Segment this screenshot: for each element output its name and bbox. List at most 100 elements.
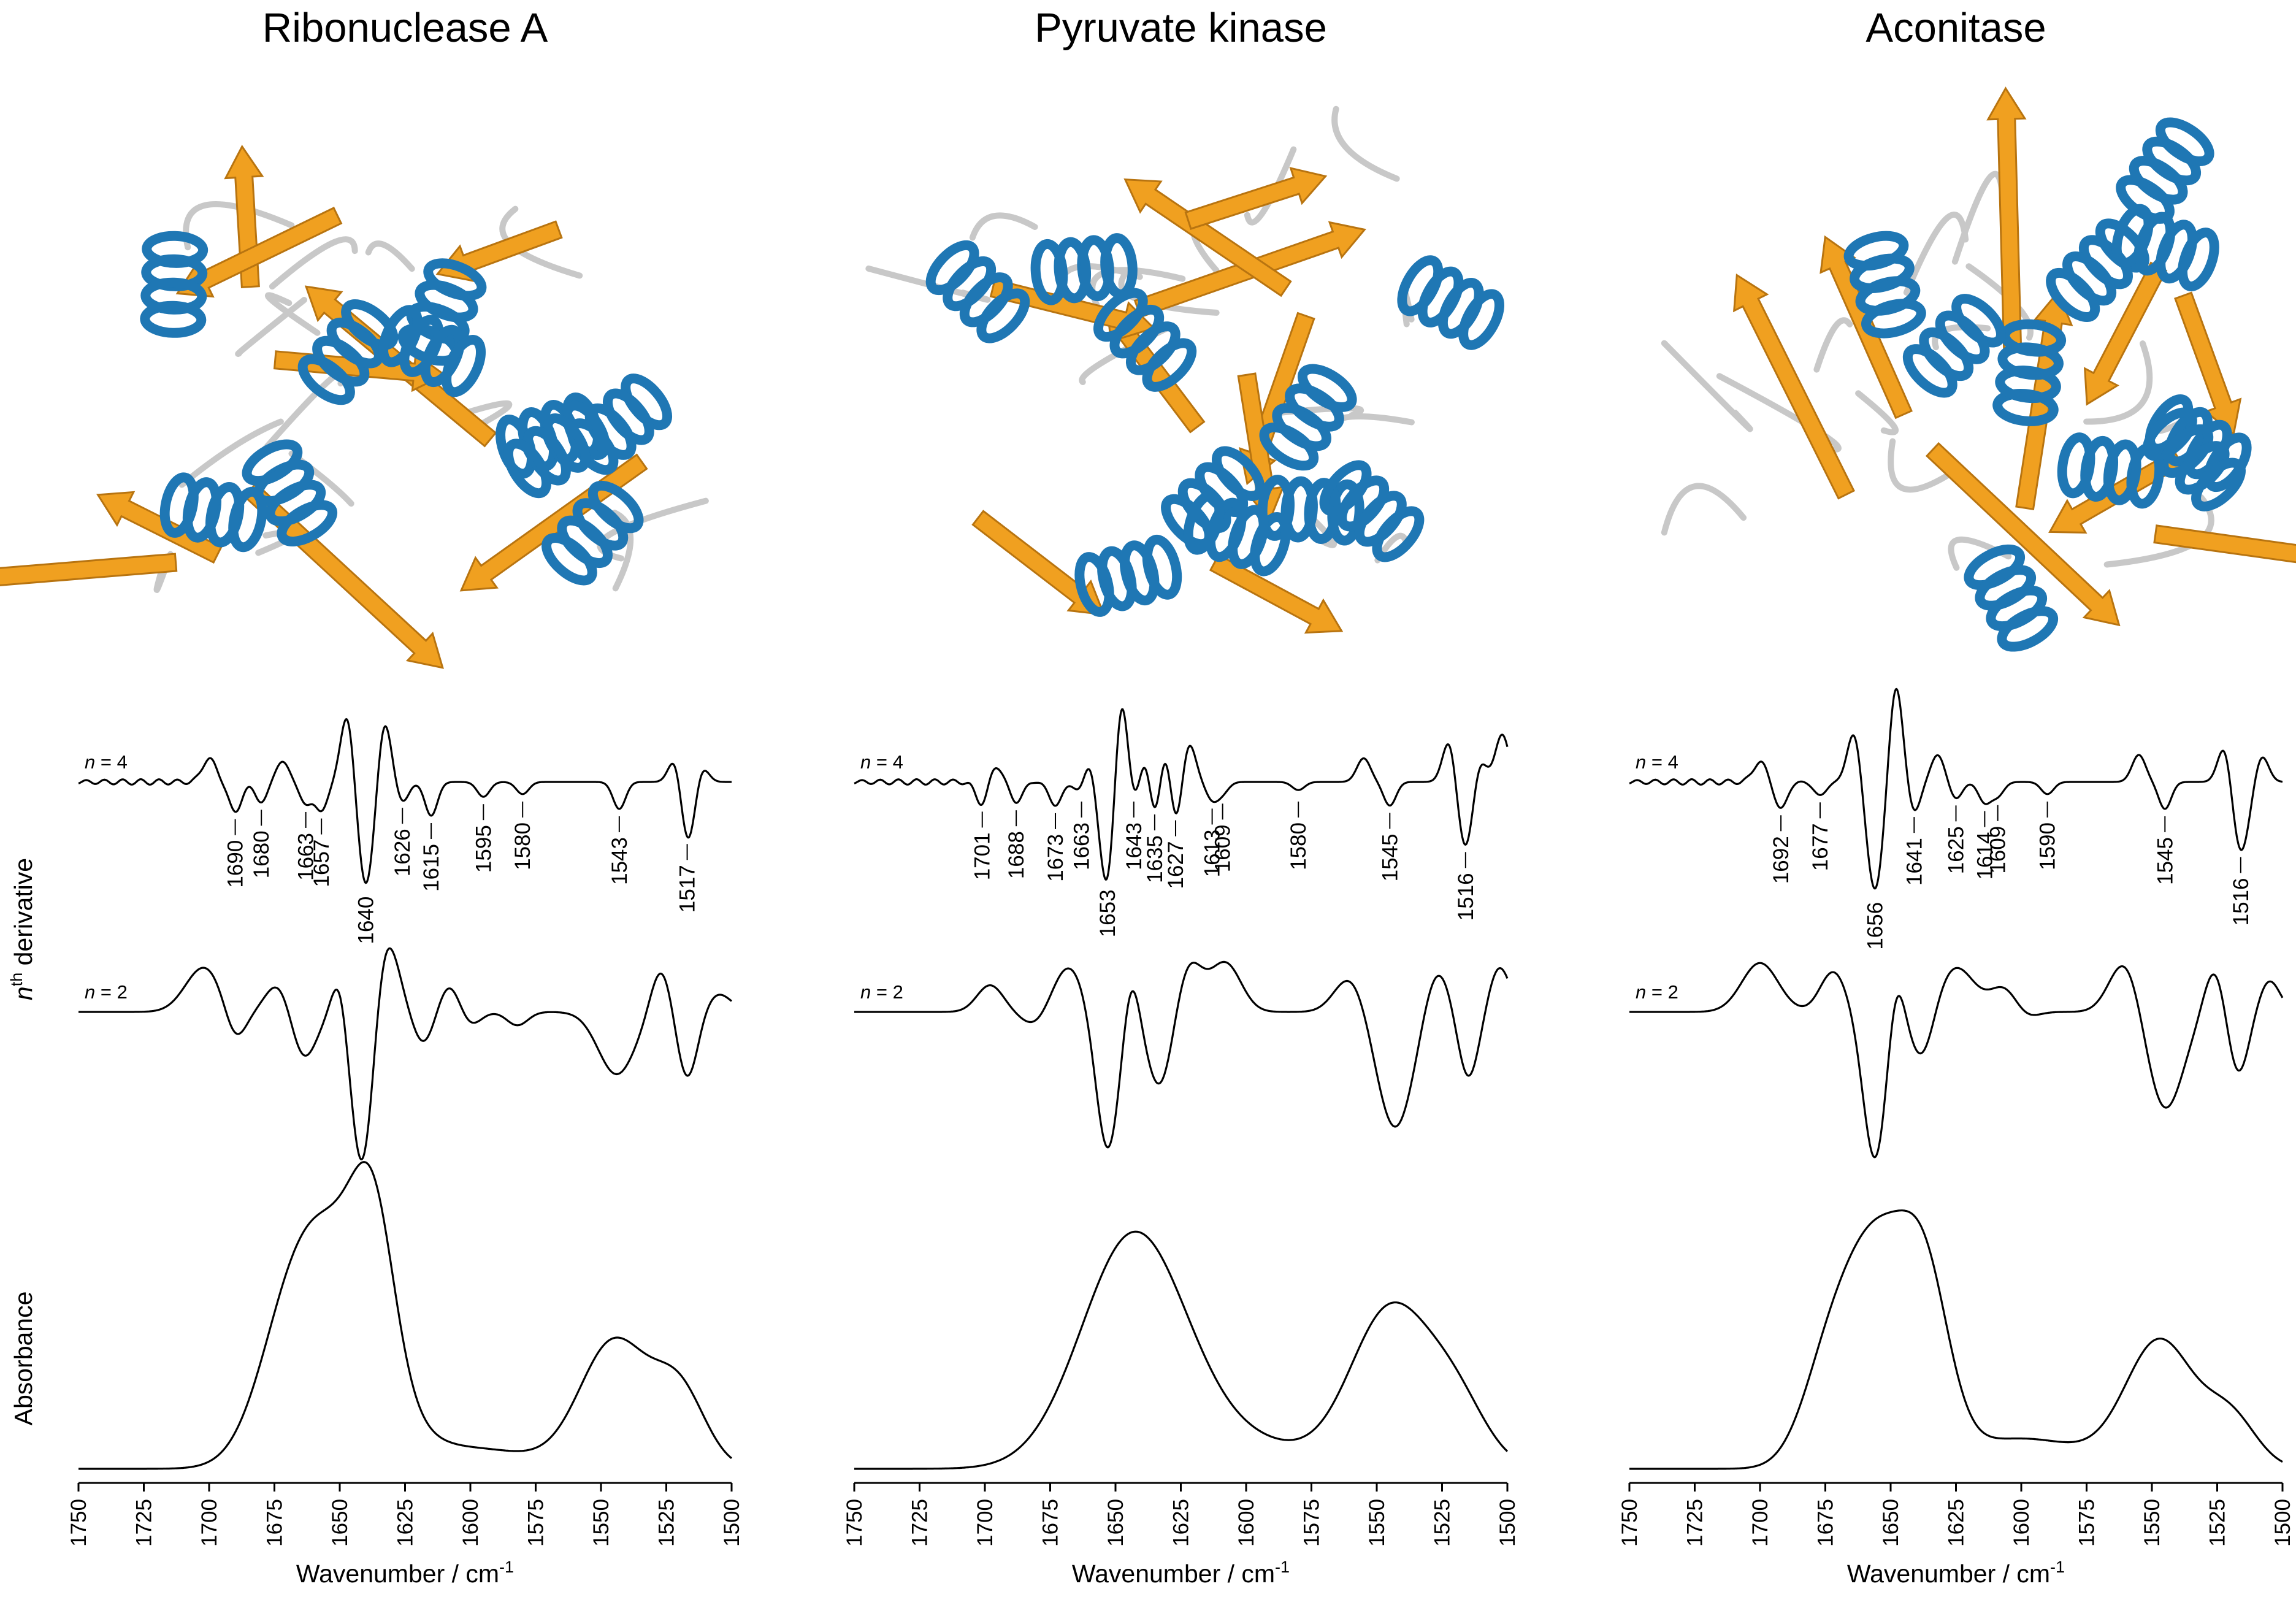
molecule-helix [2057,432,2165,509]
peak-label: 1580 [511,822,535,870]
molecule-loop [265,292,321,336]
molecule-loop [2083,340,2153,425]
series-label-rest: = 4 [95,751,128,773]
x-tick-label: 1675 [1814,1499,1838,1547]
derivative-axis-label-rest: derivative [9,858,37,973]
series-label-rest: = 2 [871,981,903,1003]
peak-label: 1590 [2036,822,2060,870]
series-label-rest: = 2 [1646,981,1678,1003]
x-axis-label: Wavenumber / cm-1 [1072,1558,1290,1588]
molecule-helix [1074,534,1182,617]
molecule-helix [1259,364,1357,471]
molecule-helix [1992,319,2067,426]
molecule-strand [1732,273,1856,500]
molecule-helix [503,400,610,499]
molecule-loop [1888,438,1953,493]
absorbance-axis-label: Absorbance [9,1292,37,1426]
panel-title: Ribonuclease A [262,5,548,51]
peak-label: 1653 [1096,889,1120,937]
molecule-helix [297,299,399,405]
x-axis-label: Wavenumber / cm-1 [296,1558,514,1588]
peak-label: 1692 [1769,836,1793,884]
x-tick-label: 1650 [1104,1499,1128,1547]
series-label-n: n [860,981,871,1003]
peak-label: 1641 [1902,838,1926,886]
molecule-loop [969,212,1038,241]
molecule-loop [1813,317,1853,373]
molecule-loop [1661,483,1747,536]
peak-label: 1613 [1201,829,1225,877]
x-axis-label-main: Wavenumber / cm [1072,1560,1275,1588]
molecule-strand [1184,167,1328,230]
peak-label: 1626 [391,829,415,876]
x-tick-label: 1675 [1039,1499,1063,1547]
peak-label: 1663 [294,833,318,881]
protein-structure [865,105,1505,634]
molecule-loop [611,510,634,592]
series-label-d4: n = 4 [860,751,903,773]
molecule-helix [2142,407,2246,511]
peak-label: 1690 [224,840,248,888]
x-tick-label: 1625 [1945,1499,1969,1547]
x-tick-label: 1550 [1365,1499,1389,1547]
x-axis-label: Wavenumber / cm-1 [1847,1558,2065,1588]
x-tick-label: 1700 [973,1499,997,1547]
peak-label: 1545 [2153,837,2177,885]
molecule-helix [378,305,486,397]
molecule-strand [1986,86,2027,349]
series-label-d2: n = 2 [1636,981,1678,1003]
protein-structure [0,144,709,669]
peak-label: 1656 [1863,902,1887,950]
molecule-loop [178,418,284,488]
series-line-d4 [1629,687,2283,890]
molecule-loop [269,236,358,290]
peak-label: 1663 [1070,822,1094,870]
x-tick-label: 1550 [2140,1499,2164,1547]
peak-label: 1516 [2229,878,2253,926]
series-label-n: n [85,751,95,773]
x-tick-label: 1625 [394,1499,418,1547]
x-tick-label: 1675 [263,1499,287,1547]
x-tick-label: 1525 [2206,1499,2230,1547]
peak-label: 1673 [1044,834,1068,882]
molecule-strand [1209,553,1344,634]
x-tick-label: 1650 [328,1499,352,1547]
x-tick-label: 1525 [655,1499,679,1547]
molecule-loop [1661,340,1753,432]
x-tick-label: 1625 [1169,1499,1193,1547]
x-tick-label: 1700 [1748,1499,1772,1547]
molecule-helix [925,240,1030,343]
molecule-loop [1244,146,1297,226]
x-tick-label: 1725 [908,1499,932,1547]
molecule-helix [1843,231,1926,339]
series-label-rest: = 2 [95,981,128,1003]
x-tick-label: 1575 [2075,1499,2099,1547]
series-line-abs [854,1230,1509,1470]
x-tick-label: 1525 [1431,1499,1455,1547]
series-line-d2 [1629,962,2284,1158]
series-line-abs [78,1161,733,1470]
x-tick-label: 1600 [2010,1499,2034,1547]
molecule-loop [235,297,307,357]
peak-label: 1580 [1287,822,1311,870]
series-label-n: n [860,751,871,773]
series-label-d2: n = 2 [860,981,903,1003]
derivative-axis-label-n: n [9,986,37,1000]
series-label-n: n [1636,981,1646,1003]
molecule-loop [258,369,347,456]
peak-label: 1625 [1945,826,1969,874]
x-axis-label-main: Wavenumber / cm [296,1560,499,1588]
molecule-strand [2083,261,2168,406]
peak-label: 1516 [1454,873,1478,921]
x-tick-label: 1600 [1234,1499,1258,1547]
peak-label: 1643 [1122,822,1146,870]
series-line-abs [1629,1209,2283,1470]
peak-label: 1680 [250,830,274,878]
peak-label: 1614 [1973,832,1997,880]
molecule-helix [541,480,644,586]
peak-label: 1595 [472,825,496,873]
molecule-strand [0,553,178,599]
x-axis-label-main: Wavenumber / cm [1847,1560,2050,1588]
